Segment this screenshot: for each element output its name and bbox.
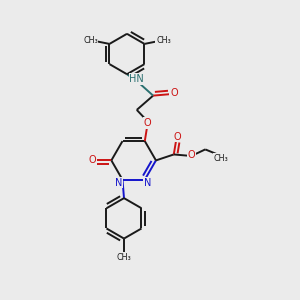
Text: CH₃: CH₃ [83, 35, 98, 44]
Text: O: O [188, 150, 195, 160]
Text: CH₃: CH₃ [117, 253, 131, 262]
Text: CH₃: CH₃ [213, 154, 228, 163]
Text: HN: HN [129, 74, 144, 84]
Text: N: N [144, 178, 152, 188]
Text: O: O [89, 154, 96, 164]
Text: O: O [173, 132, 181, 142]
Text: O: O [144, 118, 152, 128]
Text: CH₃: CH₃ [156, 35, 171, 44]
Text: O: O [170, 88, 178, 98]
Text: N: N [115, 178, 123, 188]
